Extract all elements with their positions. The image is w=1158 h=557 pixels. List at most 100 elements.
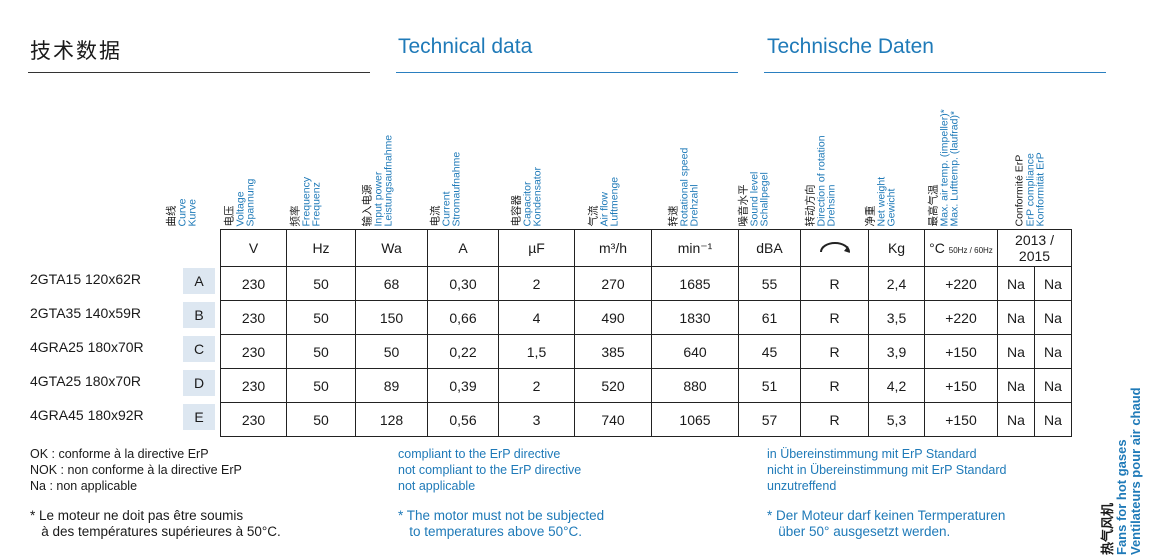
cell-a: 0,56 [427,402,499,437]
cell-c2013: Na [997,402,1035,437]
cell-uf: 4 [498,300,575,335]
cell-c2015: Na [1034,266,1072,301]
unit-capacitor: µF [498,229,575,267]
table-row: 230 50 128 0,56 3 740 1065 57 R 5,3 +150 Na Na [220,402,1072,437]
cell-temp: +150 [924,334,998,369]
cell-dir: R [800,368,869,403]
cell-c2013: Na [997,300,1035,335]
cell-temp: +150 [924,368,998,403]
cell-flow: 490 [574,300,652,335]
cell-v: 230 [220,300,287,335]
unit-temp: °C 50Hz / 60Hz [924,229,998,267]
unit-speed: min⁻¹ [651,229,739,267]
cell-c2015: Na [1034,334,1072,369]
cell-dir: R [800,402,869,437]
cell-uf: 3 [498,402,575,437]
cell-v: 230 [220,368,287,403]
cell-hz: 50 [286,368,356,403]
cell-v: 230 [220,334,287,369]
side-label: 热气风机 Fans for hot gases Ventilateurs pou… [1100,387,1143,555]
model-name: 4GRA45 180x92R [30,407,144,423]
header-weight: 净重 Net weight Gewicht [864,176,898,226]
cell-uf: 2 [498,266,575,301]
note-en-ok: compliant to the ErP directive [398,447,561,461]
unit-voltage: V [220,229,287,267]
model-name: 4GRA25 180x70R [30,339,144,355]
cell-dir: R [800,334,869,369]
notes-en: compliant to the ErP directive not compl… [398,446,581,494]
cell-kg: 3,9 [868,334,925,369]
cell-dba: 45 [738,334,801,369]
cell-w: 128 [355,402,428,437]
footnote-de: * Der Moteur darf keinen Termperaturen ü… [767,508,1005,540]
unit-row: V Hz Wa A µF m³/h min⁻¹ dBA Kg °C 50Hz /… [220,229,1072,267]
cell-hz: 50 [286,266,356,301]
cell-dba: 57 [738,402,801,437]
header-current: 电流 Current Stromaufnahme [429,151,463,226]
data-table: V Hz Wa A µF m³/h min⁻¹ dBA Kg °C 50Hz /… [220,229,1072,437]
cell-flow: 270 [574,266,652,301]
cell-c2013: Na [997,368,1035,403]
side-label-en: Fans for hot gases [1114,439,1129,555]
note-en-nok: not compliant to the ErP directive [398,463,582,477]
cell-flow: 520 [574,368,652,403]
footnote-fr-line2: à des températures supérieures à 50°C. [30,524,281,539]
cell-v: 230 [220,266,287,301]
unit-frequency: Hz [286,229,356,267]
title-de: Technische Daten [767,35,934,58]
cell-rpm: 1685 [651,266,739,301]
cell-dba: 51 [738,368,801,403]
title-rule-zh [28,72,370,73]
note-de-nok: nicht in Übereinstimmung mit ErP Standar… [767,463,1007,477]
header-voltage: 电压 Voltage Spannung [223,178,257,226]
cell-rpm: 1830 [651,300,739,335]
unit-sound: dBA [738,229,801,267]
note-fr-na: Na : non applicable [30,479,138,493]
cell-rpm: 880 [651,368,739,403]
footnote-en-line2: to temperatures above 50°C. [398,524,582,539]
cell-c2013: Na [997,266,1035,301]
notes-de: in Übereinstimmung mit ErP Standard nich… [767,446,1006,494]
unit-rotation [800,229,869,267]
cell-a: 0,30 [427,266,499,301]
header-rotation: 转动方向 Direction of rotation Drehsinn [804,134,838,226]
footnote-fr: * Le moteur ne doit pas être soumis à de… [30,508,281,540]
cell-w: 50 [355,334,428,369]
model-name: 2GTA15 120x62R [30,271,142,287]
header-input-power: 输入电源 Input power Leistungsaufnahme [361,134,395,226]
table-row: 230 50 50 0,22 1,5 385 640 45 R 3,9 +150 Na Na [220,334,1072,369]
cell-kg: 3,5 [868,300,925,335]
note-fr-nok: NOK : non conforme à la directive ErP [30,463,242,477]
cell-dir: R [800,266,869,301]
note-de-na: unzutreffend [767,479,837,493]
cell-rpm: 640 [651,334,739,369]
unit-temp-freq: 50Hz / 60Hz [948,246,993,255]
cell-uf: 2 [498,368,575,403]
cell-kg: 5,3 [868,402,925,437]
unit-current: A [427,229,499,267]
cell-kg: 4,2 [868,368,925,403]
cell-hz: 50 [286,402,356,437]
cell-uf: 1,5 [498,334,575,369]
unit-erp-years: 2013 / 2015 [997,229,1072,267]
header-erp: Conformité ErP ErP compliance Konformität … [1013,151,1047,226]
footnote-en-line1: * The motor must not be subjected [398,508,605,523]
footnote-fr-line1: * Le moteur ne doit pas être soumis [30,508,244,523]
unit-power: Wa [355,229,428,267]
cell-dba: 61 [738,300,801,335]
cell-a: 0,66 [427,300,499,335]
cell-temp: +150 [924,402,998,437]
header-airflow: 气流 Air flow Luftmenge [587,176,621,226]
footnote-de-line2: über 50° ausgesetzt werden. [767,524,951,539]
notes-fr: OK : conforme à la directive ErP NOK : n… [30,446,242,494]
cell-c2015: Na [1034,368,1072,403]
unit-temp-symbol: °C [929,240,945,256]
cell-w: 89 [355,368,428,403]
curve-badge: C [183,336,215,362]
cell-w: 150 [355,300,428,335]
title-en: Technical data [398,35,533,58]
header-speed: 转速 Rotational speed Drehzahl [667,147,701,226]
note-fr-ok: OK : conforme à la directive ErP [30,447,209,461]
side-label-zh: 热气风机 [1100,502,1115,555]
footnote-de-line1: * Der Moteur darf keinen Termperaturen [767,508,1006,523]
